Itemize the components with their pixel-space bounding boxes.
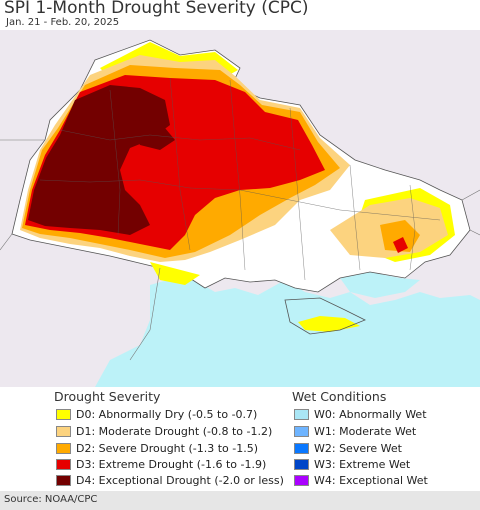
legend-item-w1: W1: Moderate Wet [294,424,416,439]
legend-swatch-w3 [294,459,309,470]
legend-item-w0: W0: Abnormally Wet [294,407,427,422]
legend-swatch-d3 [56,459,71,470]
legend-item-d1: D1: Moderate Drought (-0.8 to -1.2) [56,424,272,439]
drought-legend-title: Drought Severity [54,389,161,404]
legend-label-d1: D1: Moderate Drought (-0.8 to -1.2) [76,425,273,438]
d0-area-south [150,262,200,285]
d3-east-spot [393,237,408,253]
legend-swatch-d2 [56,443,71,454]
legend-swatch-d4 [56,475,71,486]
legend-label-d2: D2: Severe Drought (-1.3 to -1.5) [76,442,259,455]
oblast-borders [39,77,441,281]
drought-map [0,30,480,387]
legend-item-d3: D3: Extreme Drought (-1.6 to -1.9) [56,457,266,472]
legend-item-d2: D2: Severe Drought (-1.3 to -1.5) [56,441,258,456]
legend-label-w3: W3: Extreme Wet [314,458,411,471]
legend-swatch-w4 [294,475,309,486]
legend-item-w4: W4: Exceptional Wet [294,473,428,488]
crimea-outline [284,297,366,335]
legend-item-w3: W3: Extreme Wet [294,457,410,472]
wet-legend-title: Wet Conditions [292,389,387,404]
legend-swatch-w2 [294,443,309,454]
sea-of-azov [340,272,420,298]
map-title: SPI 1-Month Drought Severity (CPC) [4,0,309,18]
legend-swatch-w0 [294,409,309,420]
legend-swatch-d0 [56,409,71,420]
footer-bar: Source: NOAA/CPC [0,491,480,510]
legend-swatch-w1 [294,426,309,437]
neighbor-borders [0,139,480,361]
legend-label-d3: D3: Extreme Drought (-1.6 to -1.9) [76,458,267,471]
legend-item-d4: D4: Exceptional Drought (-2.0 or less) [56,473,284,488]
d2-east [380,220,420,252]
legend-label-d4: D4: Exceptional Drought (-2.0 or less) [76,474,284,487]
legend-item-d0: D0: Abnormally Dry (-0.5 to -0.7) [56,407,257,422]
legend-label-w2: W2: Severe Wet [314,442,402,455]
legend-label-w4: W4: Exceptional Wet [314,474,428,487]
black-sea [95,275,480,387]
legend-label-w1: W1: Moderate Wet [314,425,417,438]
legend-swatch-d1 [56,426,71,437]
map-subtitle: Jan. 21 - Feb. 20, 2025 [6,17,120,28]
legend-label-w0: W0: Abnormally Wet [314,408,427,421]
source-credit: Source: NOAA/CPC [4,494,98,505]
legend-label-d0: D0: Abnormally Dry (-0.5 to -0.7) [76,408,258,421]
legend-item-w2: W2: Severe Wet [294,441,402,456]
